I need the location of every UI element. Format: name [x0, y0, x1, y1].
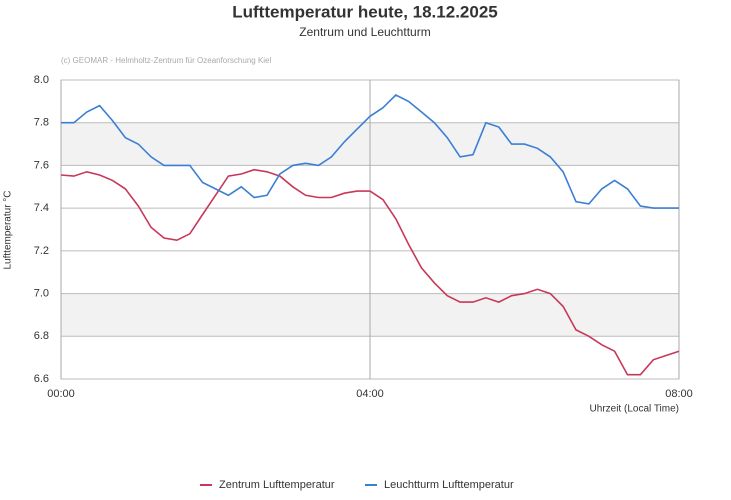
chart-subtitle: Zentrum und Leuchtturm [299, 25, 430, 39]
x-axis-label: Uhrzeit (Local Time) [590, 404, 679, 415]
series-line [60, 168, 680, 376]
y-tick-label: 7.6 [34, 159, 49, 171]
chart-title: Lufttemperatur heute, 18.12.2025 [232, 2, 497, 21]
x-tick-label: 00:00 [47, 388, 75, 400]
y-tick-label: 7.2 [34, 245, 49, 257]
y-tick-label: 7.8 [34, 117, 49, 129]
y-tick-label: 7.4 [34, 202, 49, 214]
x-tick-label: 08:00 [665, 388, 693, 400]
y-axis-label: Lufttemperatur °C [3, 190, 14, 269]
y-tick-label: 7.0 [34, 287, 49, 299]
y-tick-label: 6.8 [34, 330, 49, 342]
x-tick-label: 04:00 [356, 388, 384, 400]
y-tick-label: 6.6 [34, 373, 49, 385]
credit: (c) GEOMAR - Helmholtz-Zentrum für Ozean… [61, 56, 272, 65]
series-line [61, 94, 679, 209]
y-tick-label: 8.0 [34, 74, 49, 86]
legend-label: Leuchtturm Lufttemperatur [384, 479, 514, 491]
legend-label: Zentrum Lufttemperatur [219, 479, 335, 491]
